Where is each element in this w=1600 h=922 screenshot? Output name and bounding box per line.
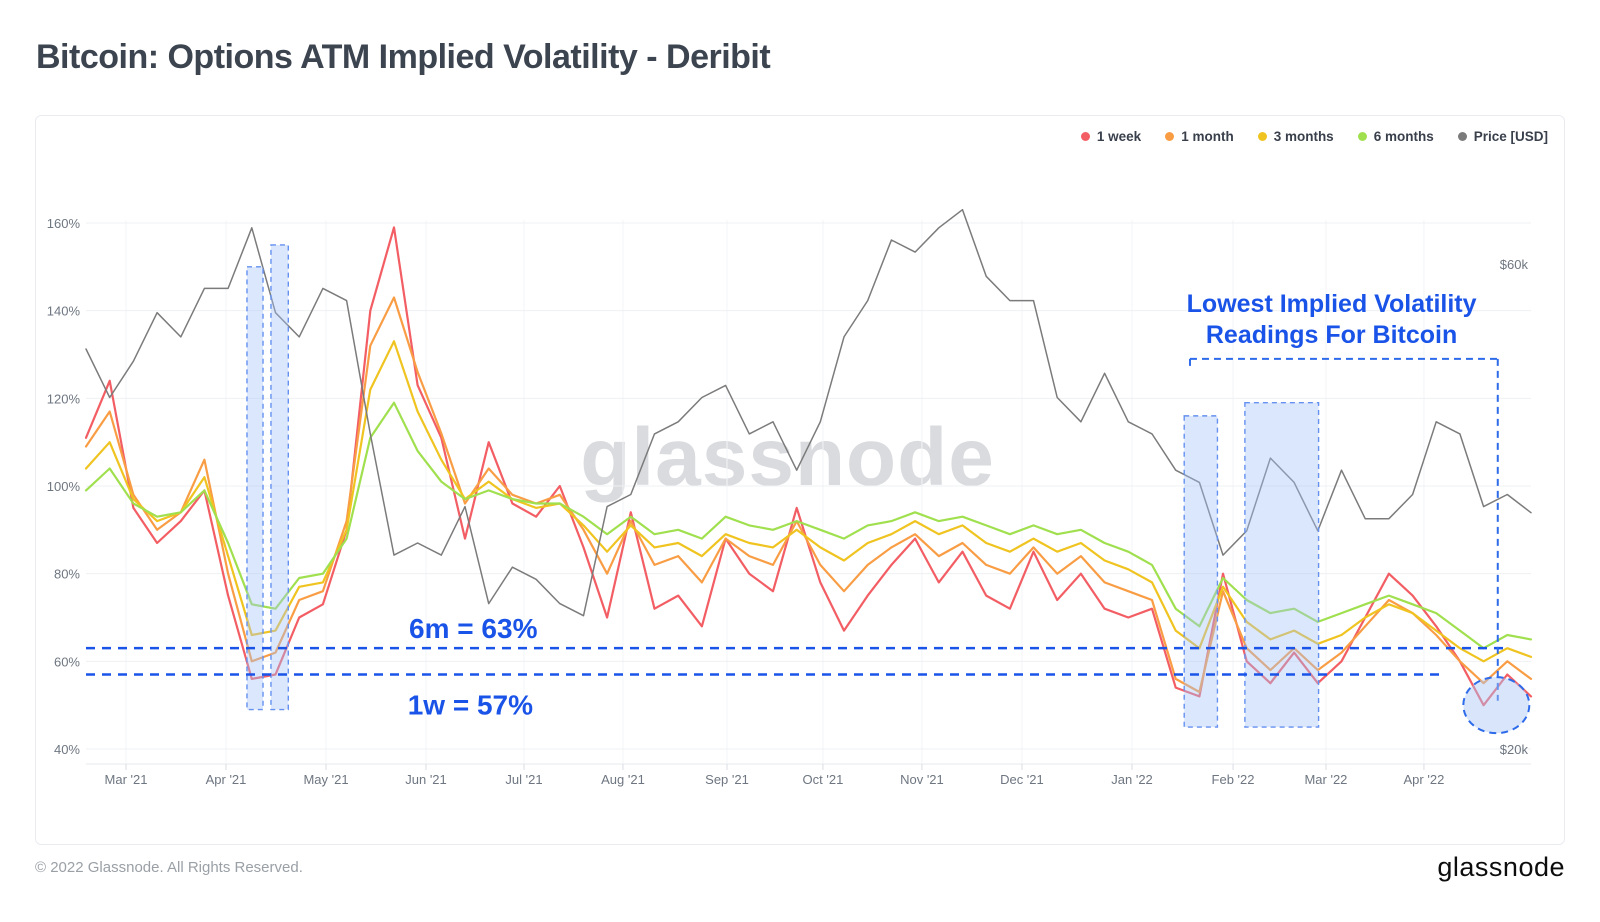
copyright-text: © 2022 Glassnode. All Rights Reserved. xyxy=(35,859,303,876)
x-axis-label-apr-22: Apr '22 xyxy=(1404,772,1445,787)
legend-dot-1-week xyxy=(1080,132,1090,141)
series-line-1-month xyxy=(84,296,1533,694)
x-axis-label-mar-22: Mar '22 xyxy=(1304,772,1347,787)
page-title: Bitcoin: Options ATM Implied Volatility … xyxy=(36,38,771,76)
y-axis-label-120: 120% xyxy=(47,391,81,406)
price-axis-label-20k: $20k xyxy=(1500,742,1529,757)
x-axis-label-oct-21: Oct '21 xyxy=(803,772,844,787)
ref-line-label-6m-63: 6m = 63% xyxy=(409,613,538,644)
x-axis-label-jun-21: Jun '21 xyxy=(405,772,447,787)
highlight-band-2 xyxy=(270,244,290,711)
series-line-price-usd xyxy=(85,208,1532,617)
brand-wordmark: glassnode xyxy=(1437,852,1565,882)
x-axis-label-feb-22: Feb '22 xyxy=(1212,772,1255,787)
y-axis-label-60: 60% xyxy=(54,654,80,669)
highlight-band-4 xyxy=(1244,402,1320,728)
price-axis-label-60k: $60k xyxy=(1500,257,1529,272)
chart-svg: 160% 140% 120% 100% 80% 60% 40% Mar '21 Apr '21 M… xyxy=(47,208,1533,787)
x-axis-label-mar-21: Mar '21 xyxy=(105,772,148,787)
footer: © 2022 Glassnode. All Rights Reserved. g… xyxy=(35,852,1565,883)
legend-dot-6-months xyxy=(1357,132,1367,141)
legend-item-6-months[interactable]: 6 months xyxy=(1357,129,1434,144)
series-line-6-months xyxy=(84,401,1533,650)
x-axis-label-nov-21: Nov '21 xyxy=(900,772,944,787)
legend-dot-price-usd xyxy=(1457,132,1467,141)
legend-dot-3-months xyxy=(1257,132,1267,141)
legend-label-6-months: 6 months xyxy=(1373,129,1434,144)
y-axis-label-40: 40% xyxy=(54,742,80,757)
x-axis-label-aug-21: Aug '21 xyxy=(601,772,645,787)
legend-item-1-month[interactable]: 1 month xyxy=(1165,129,1234,144)
x-axis-label-dec-21: Dec '21 xyxy=(1000,772,1044,787)
highlight-band-3 xyxy=(1183,415,1219,728)
legend-item-3-months[interactable]: 3 months xyxy=(1257,129,1334,144)
y-axis-label-100: 100% xyxy=(47,479,81,494)
legend-item-1-week[interactable]: 1 week xyxy=(1080,129,1142,144)
x-axis-label-sep-21: Sep '21 xyxy=(705,772,749,787)
x-axis-label-jan-22: Jan '22 xyxy=(1111,772,1153,787)
legend-label-3-months: 3 months xyxy=(1273,129,1334,144)
legend-label-price-usd: Price [USD] xyxy=(1473,129,1548,144)
callout-text-line2: Readings For Bitcoin xyxy=(1206,321,1457,349)
callout-text-line1: Lowest Implied Volatility xyxy=(1187,290,1477,318)
legend: 1 week 1 month 3 months 6 months Price [USD] xyxy=(1080,129,1548,144)
y-axis-label-140: 140% xyxy=(47,304,81,319)
lowest-readings-ellipse xyxy=(1462,676,1531,735)
legend-item-price-usd[interactable]: Price [USD] xyxy=(1457,129,1548,144)
chart-card: 1 week 1 month 3 months 6 months Price [USD]… xyxy=(35,115,1565,845)
legend-dot-1-month xyxy=(1165,132,1175,141)
y-axis-label-80: 80% xyxy=(54,567,80,582)
x-axis-label-apr-21: Apr '21 xyxy=(206,772,247,787)
y-axis-label-160: 160% xyxy=(47,216,81,231)
series-line-3-months xyxy=(84,340,1533,663)
x-axis-label-may-21: May '21 xyxy=(303,772,348,787)
ref-line-label-1w-57: 1w = 57% xyxy=(408,689,533,720)
legend-label-1-week: 1 week xyxy=(1096,129,1142,144)
highlight-band-1 xyxy=(246,266,264,711)
x-axis-label-jul-21: Jul '21 xyxy=(505,772,542,787)
legend-label-1-month: 1 month xyxy=(1181,129,1234,144)
